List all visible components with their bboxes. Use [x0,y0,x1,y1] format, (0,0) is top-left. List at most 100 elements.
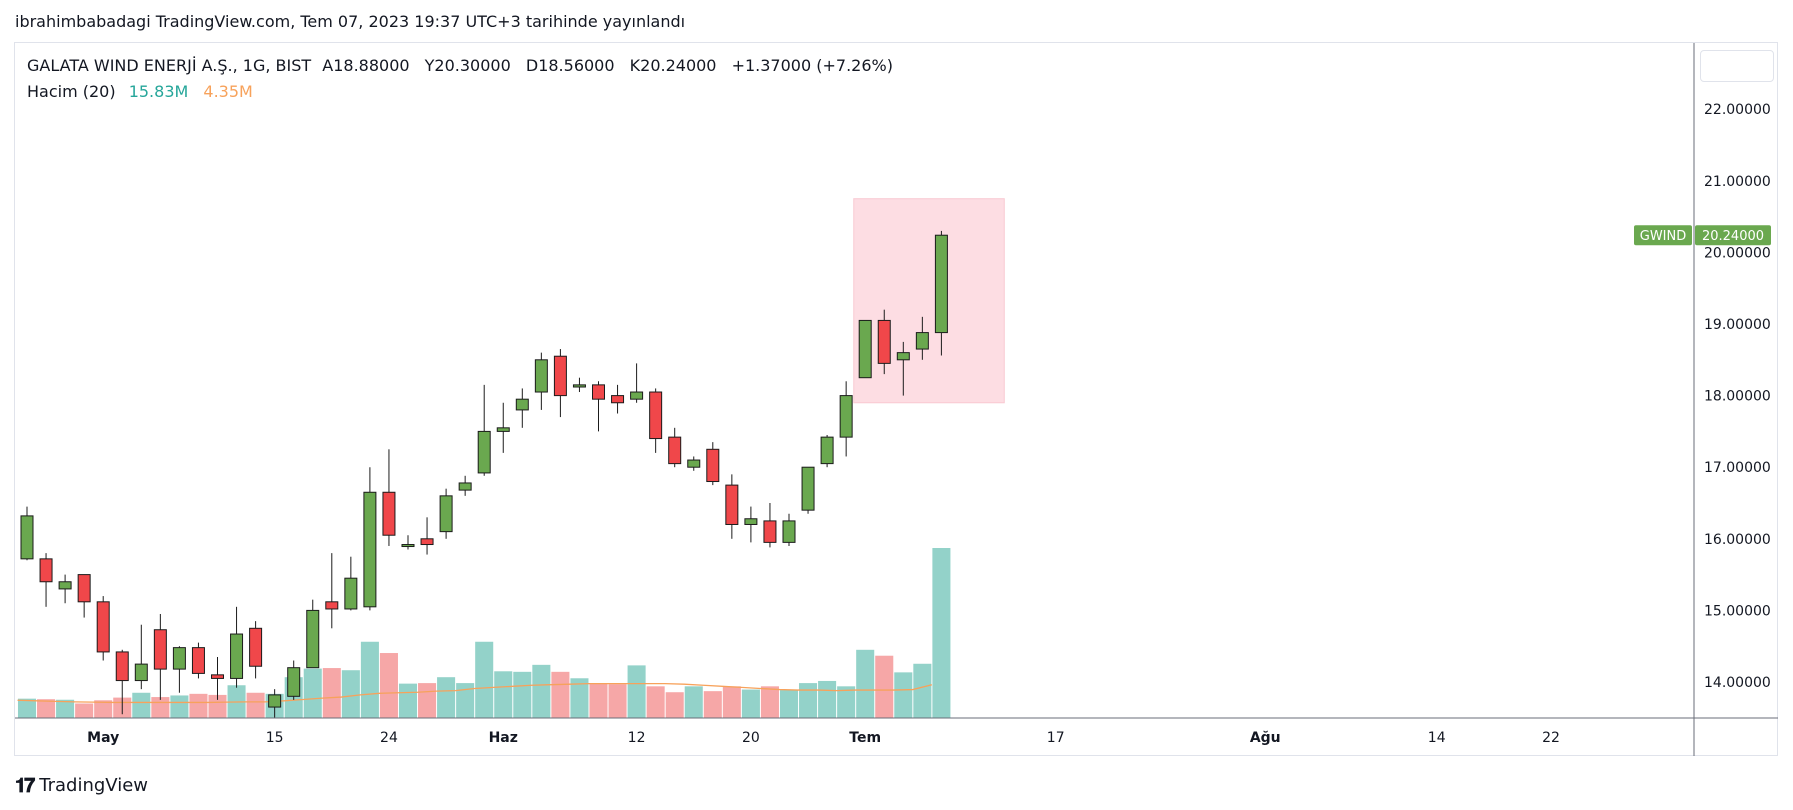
volume-layer [17,548,951,718]
candle-body [153,629,167,670]
x-tick-label: 14 [1428,730,1446,746]
y-tick-label: 20.00000 [1704,245,1771,261]
volume-bar [837,686,856,718]
volume-bar [246,692,265,718]
footer-brand: TradingView [39,774,149,796]
candle-body [420,538,434,546]
candle-body [344,577,358,610]
price-badge-bg [1695,225,1771,246]
candle-body [211,674,224,679]
candle-body [458,482,472,491]
volume-bar [456,683,475,718]
ticker-badge-label: GWIND [1640,229,1687,244]
volume-bar [475,641,494,718]
volume-bar [589,683,608,718]
volume-bar [437,677,456,718]
change-value: +1.37000 (+7.26%) [731,56,893,75]
volume-bar [551,671,570,718]
x-tick-label: Ağu [1250,730,1281,746]
candle-body [858,319,872,379]
candle-body [630,391,644,400]
candle-body [287,667,301,697]
highlight-layer [853,198,1005,404]
high-value: Y20.30000 [424,56,511,75]
volume-value: 15.83M [128,82,189,101]
candle-body [191,647,205,674]
candle-body [96,601,110,653]
y-tick-label: 19.00000 [1704,317,1771,333]
candle-body [572,384,586,388]
candle-body [706,448,720,483]
volume-bar [208,694,227,718]
candle-body [801,466,815,511]
ohlc-row: GALATA WIND ENERJİ A.Ş., 1G, BIST A18.88… [27,53,903,79]
symbol-label: GALATA WIND ENERJİ A.Ş., 1G, BIST [27,56,312,75]
x-tick-label: Tem [849,730,881,746]
chart-legend: GALATA WIND ENERJİ A.Ş., 1G, BIST A18.88… [27,53,903,105]
volume-bar [570,678,589,718]
axes-layer: 14.00000 15.00000 16.00000 17.00000 18.00000… [15,43,1778,756]
volume-bar [132,692,151,718]
candle-body [611,395,625,404]
y-tick-label: 22.00000 [1704,102,1771,118]
volume-bar [779,690,799,718]
volume-bar [875,655,894,718]
volume-ma-layer [17,682,933,704]
candle-body [363,491,377,608]
open-value: A18.88000 [322,56,410,75]
volume-bar [189,693,208,718]
candle-body [249,627,263,667]
volume-bar [513,671,532,718]
volume-bar [37,699,56,718]
volume-bar [818,680,837,718]
volume-bar [608,684,627,718]
ohlc-values: A18.88000 Y20.30000 D18.56000 K20.24000 … [322,56,903,75]
volume-bar [856,649,875,718]
y-tick-label: 18.00000 [1704,389,1771,405]
chart-frame [14,42,1778,756]
candle-body [877,319,891,364]
candle-body [382,491,396,536]
candle-body [268,694,282,708]
candle-body [592,384,605,400]
candle-body [725,484,739,525]
x-tick-label: May [87,730,119,746]
y-tick-label: 16.00000 [1704,532,1771,548]
volume-bar [684,686,703,718]
volume-bar [799,683,818,718]
y-tick-label: 21.00000 [1704,174,1771,190]
candle-body [306,609,320,669]
footer-logo[interactable]: 𝟏𝟕 TradingView [15,773,148,797]
candle-body [134,663,148,682]
x-tick-label: 12 [628,730,646,746]
volume-bar [94,700,113,718]
candle-body [934,234,948,334]
volume-bar [703,691,722,718]
candle-body [39,558,53,583]
volume-indicator-name[interactable]: Hacim (20) [27,82,116,101]
candle-body [115,651,129,682]
candle-body [915,332,929,350]
candle-body [687,459,701,468]
candle-body [763,520,777,543]
volume-bar [932,548,951,718]
volume-bar [303,668,322,718]
candle-body [230,633,244,679]
volume-bar [494,671,513,718]
close-value: K20.24000 [629,56,717,75]
volume-bar [56,699,75,718]
candle-body [534,359,548,393]
volume-row: Hacim (20) 15.83M 4.35M [27,79,903,105]
candle-body [58,581,72,590]
y-tick-label: 17.00000 [1704,460,1771,476]
volume-ma-line [17,682,933,704]
volume-bar [722,686,741,718]
volume-ma-value: 4.35M [203,82,253,101]
price-badge-label: 20.24000 [1702,229,1764,244]
volume-bar [913,663,932,718]
candles-layer [20,230,948,718]
candle-body [896,352,910,361]
price-axis-settings-box[interactable] [1700,50,1774,82]
highlight-rectangle [853,198,1005,404]
